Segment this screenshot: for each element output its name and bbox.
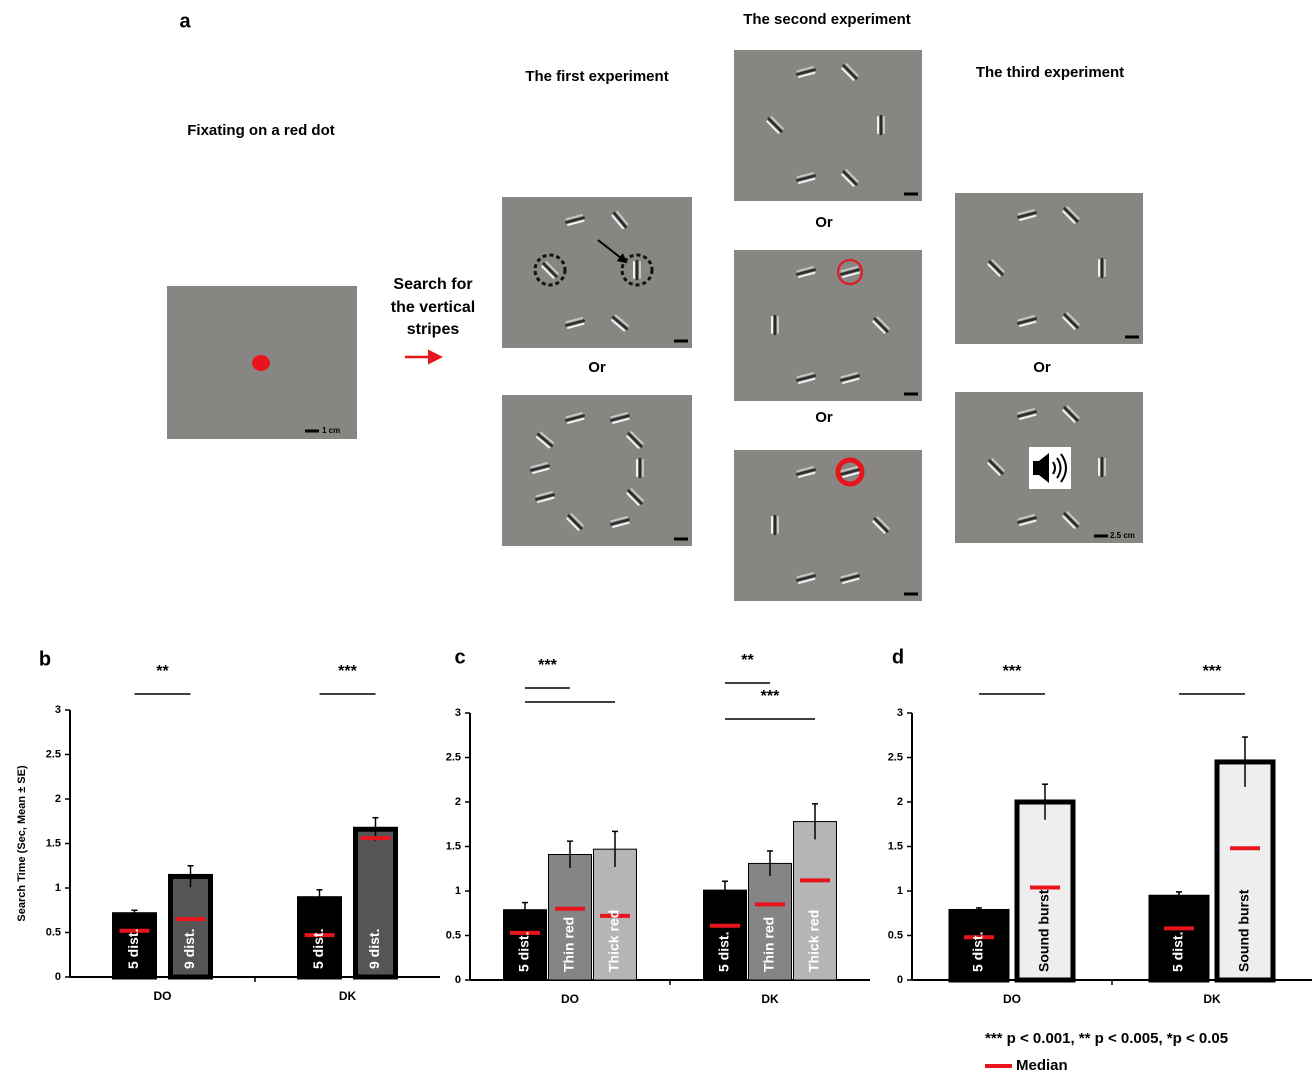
stimulus-screen xyxy=(502,197,692,348)
stimulus-screen xyxy=(955,193,1143,344)
y-tick-label: 0 xyxy=(55,971,61,983)
y-tick-label: 2.5 xyxy=(46,748,61,760)
y-tick-label: 0 xyxy=(455,974,461,986)
y-tick-label: 3 xyxy=(55,704,61,716)
panel-label: d xyxy=(892,646,904,668)
screen-title: The third experiment xyxy=(976,64,1124,81)
y-tick-label: 1.5 xyxy=(46,837,61,849)
bar-label: 9 dist. xyxy=(366,929,382,969)
bar-label: 5 dist. xyxy=(1170,932,1186,972)
gabor xyxy=(637,459,643,477)
y-tick-label: 3 xyxy=(455,707,461,719)
or-label: Or xyxy=(588,359,606,376)
instruction: the vertical xyxy=(391,299,475,316)
panel-label: b xyxy=(39,648,51,670)
y-tick-label: 1.5 xyxy=(888,840,903,852)
y-tick-label: 1.5 xyxy=(446,840,461,852)
figure: a Fixating on a red dot The first experi… xyxy=(0,0,1312,1077)
significance-label: ** xyxy=(156,663,169,680)
significance-label: *** xyxy=(761,688,780,705)
bar-label: Thick red xyxy=(606,910,622,972)
bar-label: Sound burst xyxy=(1036,889,1052,972)
scale-label: 2.5 cm xyxy=(1110,531,1135,540)
or-label: Or xyxy=(815,409,833,426)
panel-label: a xyxy=(179,10,191,32)
y-tick-label: 3 xyxy=(897,707,903,719)
panel-a: a Fixating on a red dot The first experi… xyxy=(167,10,1143,601)
gabor xyxy=(634,261,640,279)
instruction: Search for xyxy=(393,276,472,293)
bar-label: 5 dist. xyxy=(970,932,986,972)
bar-label: Thin red xyxy=(561,917,577,972)
gabor xyxy=(878,116,884,134)
x-tick-label: DK xyxy=(339,989,357,1003)
stimulus-screen xyxy=(734,450,922,601)
x-tick-label: DO xyxy=(1003,992,1021,1006)
significance-label: *** xyxy=(338,663,357,680)
bar-label: 9 dist. xyxy=(181,929,197,969)
screen-title: The first experiment xyxy=(525,68,668,85)
y-tick-label: 2 xyxy=(455,796,461,808)
screen-title: The second experiment xyxy=(743,11,911,28)
significance-label: *** xyxy=(538,657,557,674)
footnote: *** p < 0.001, ** p < 0.005, *p < 0.05 xyxy=(985,1030,1228,1047)
or-label: Or xyxy=(1033,359,1051,376)
y-tick-label: 1 xyxy=(455,885,461,897)
bar-label: 5 dist. xyxy=(516,932,532,972)
legend-label: Median xyxy=(1016,1057,1068,1074)
bar-label: 5 dist. xyxy=(310,929,326,969)
y-tick-label: 2.5 xyxy=(446,751,461,763)
significance-label: *** xyxy=(1003,663,1022,680)
fixation-dot xyxy=(252,355,270,371)
instruction: stripes xyxy=(407,321,460,338)
stimulus-screen xyxy=(734,250,922,401)
y-tick-label: 0.5 xyxy=(446,929,461,941)
y-tick-label: 1 xyxy=(897,885,903,897)
y-tick-label: 0.5 xyxy=(46,926,61,938)
bar-label: 5 dist. xyxy=(125,929,141,969)
y-tick-label: 1 xyxy=(55,882,61,894)
gabor xyxy=(772,516,778,534)
x-tick-label: DO xyxy=(154,989,172,1003)
gabor xyxy=(1099,259,1105,277)
x-tick-label: DK xyxy=(1203,992,1221,1006)
scale-label: 1 cm xyxy=(322,426,340,435)
gabor xyxy=(1099,458,1105,476)
gabor xyxy=(772,316,778,334)
bar-label: 5 dist. xyxy=(716,932,732,972)
significance-label: *** xyxy=(1203,663,1222,680)
panel-label: c xyxy=(454,646,465,668)
bar-label: Thick red xyxy=(806,910,822,972)
or-label: Or xyxy=(815,214,833,231)
stimulus-screen xyxy=(734,50,922,201)
y-tick-label: 2 xyxy=(897,796,903,808)
bar-label: Sound burst xyxy=(1236,889,1252,972)
y-tick-label: 0 xyxy=(897,974,903,986)
x-tick-label: DO xyxy=(561,992,579,1006)
screen-title: Fixating on a red dot xyxy=(187,122,335,139)
y-axis-label: Search Time (Sec, Mean ± SE) xyxy=(16,765,28,922)
x-tick-label: DK xyxy=(761,992,779,1006)
y-tick-label: 2 xyxy=(55,793,61,805)
significance-label: ** xyxy=(741,652,754,669)
y-tick-label: 2.5 xyxy=(888,751,903,763)
bar-label: Thin red xyxy=(761,917,777,972)
y-tick-label: 0.5 xyxy=(888,929,903,941)
